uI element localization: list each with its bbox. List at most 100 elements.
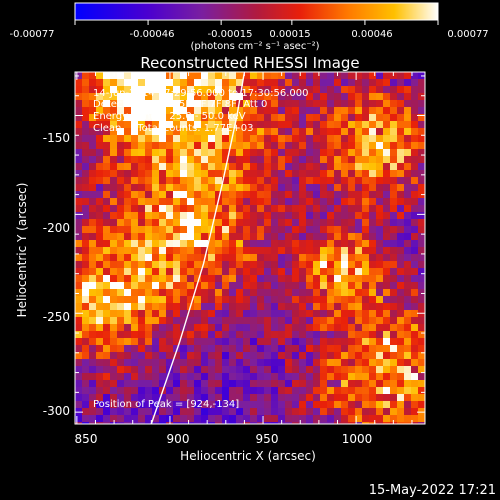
heatmap-cell <box>103 338 111 346</box>
heatmap-cell <box>306 345 314 353</box>
heatmap-cell <box>418 212 425 220</box>
heatmap-cell <box>320 394 328 402</box>
heatmap-cell <box>124 408 132 416</box>
heatmap-cell <box>313 135 321 143</box>
heatmap-cell <box>138 93 146 101</box>
heatmap-cell <box>313 408 321 416</box>
heatmap-cell <box>250 317 258 325</box>
heatmap-cell <box>138 422 146 424</box>
heatmap-cell <box>383 142 391 150</box>
heatmap-cell <box>404 422 412 424</box>
heatmap-cell <box>334 254 342 262</box>
heatmap-cell <box>306 72 314 80</box>
heatmap-cell <box>124 317 132 325</box>
heatmap-cell <box>103 107 111 115</box>
heatmap-cell <box>341 289 349 297</box>
heatmap-cell <box>320 366 328 374</box>
heatmap-cell <box>334 198 342 206</box>
heatmap-cell <box>96 296 104 304</box>
heatmap-cell <box>110 373 118 381</box>
heatmap-cell <box>271 268 279 276</box>
heatmap-cell <box>397 338 405 346</box>
heatmap-cell <box>201 170 209 178</box>
heatmap-cell <box>306 121 314 129</box>
heatmap-cell <box>96 149 104 157</box>
heatmap-cell <box>236 170 244 178</box>
heatmap-cell <box>103 170 111 178</box>
heatmap-cell <box>222 359 230 367</box>
heatmap-cell <box>145 212 153 220</box>
heatmap-cell <box>75 296 83 304</box>
heatmap-cell <box>138 79 146 87</box>
heatmap-cell <box>264 275 272 283</box>
heatmap-cell <box>257 345 265 353</box>
heatmap-cell <box>131 163 139 171</box>
heatmap-cell <box>383 359 391 367</box>
heatmap-cell <box>341 156 349 164</box>
heatmap-cell <box>362 72 370 80</box>
heatmap-cell <box>418 198 425 206</box>
heatmap-cell <box>257 380 265 388</box>
heatmap-cell <box>152 142 160 150</box>
heatmap-cell <box>299 338 307 346</box>
heatmap-cell <box>278 114 286 122</box>
heatmap-cell <box>89 359 97 367</box>
heatmap-cell <box>404 191 412 199</box>
heatmap-cell <box>180 303 188 311</box>
heatmap-cell <box>334 135 342 143</box>
heatmap-cell <box>411 128 419 136</box>
heatmap-cell <box>103 240 111 248</box>
heatmap-cell <box>418 142 425 150</box>
heatmap-cell <box>194 149 202 157</box>
heatmap-cell <box>376 177 384 185</box>
heatmap-cell <box>376 247 384 255</box>
heatmap-cell <box>166 296 174 304</box>
heatmap-cell <box>285 422 293 424</box>
heatmap-cell <box>236 310 244 318</box>
heatmap-cell <box>180 345 188 353</box>
heatmap-cell <box>208 149 216 157</box>
heatmap-cell <box>264 317 272 325</box>
heatmap-cell <box>278 331 286 339</box>
heatmap-cell <box>215 86 223 94</box>
heatmap-cell <box>250 177 258 185</box>
heatmap-cell <box>320 198 328 206</box>
heatmap-cell <box>152 296 160 304</box>
heatmap-cell <box>215 373 223 381</box>
heatmap-cell <box>89 373 97 381</box>
heatmap-cell <box>110 317 118 325</box>
heatmap-cell <box>320 289 328 297</box>
heatmap-cell <box>278 163 286 171</box>
heatmap-cell <box>355 345 363 353</box>
heatmap-cell <box>173 79 181 87</box>
heatmap-cell <box>334 219 342 227</box>
heatmap-cell <box>341 86 349 94</box>
heatmap-cell <box>383 163 391 171</box>
heatmap-cell <box>264 296 272 304</box>
heatmap-cell <box>201 93 209 101</box>
heatmap-cell <box>152 114 160 122</box>
heatmap-cell <box>138 401 146 409</box>
heatmap-cell <box>271 338 279 346</box>
heatmap-cell <box>390 149 398 157</box>
heatmap-cell <box>110 247 118 255</box>
heatmap-cell <box>208 415 216 423</box>
heatmap-cell <box>159 408 167 416</box>
heatmap-cell <box>383 401 391 409</box>
heatmap-cell <box>313 177 321 185</box>
heatmap-cell <box>369 163 377 171</box>
heatmap-cell <box>334 387 342 395</box>
heatmap-cell <box>341 317 349 325</box>
heatmap-cell <box>334 261 342 269</box>
heatmap-cell <box>124 79 132 87</box>
heatmap-cell <box>250 128 258 136</box>
heatmap-cell <box>180 191 188 199</box>
heatmap-cell <box>131 345 139 353</box>
heatmap-cell <box>131 331 139 339</box>
heatmap-cell <box>236 219 244 227</box>
heatmap-cell <box>82 107 90 115</box>
heatmap-cell <box>180 373 188 381</box>
heatmap-cell <box>194 128 202 136</box>
heatmap-cell <box>215 359 223 367</box>
heatmap-cell <box>145 268 153 276</box>
